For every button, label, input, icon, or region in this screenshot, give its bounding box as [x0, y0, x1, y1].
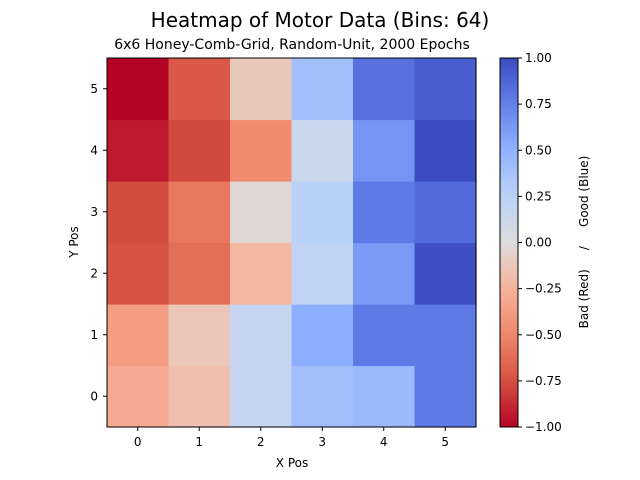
heatmap-cell-x4-y1	[353, 304, 416, 367]
heatmap-cell-x4-y3	[353, 181, 416, 244]
y-tick-label: 0	[90, 389, 98, 403]
heatmap-cell-x4-y4	[353, 119, 416, 182]
heatmap-cell-x0-y1	[107, 304, 170, 367]
heatmap-cell-x2-y4	[230, 119, 293, 182]
heatmap-cell-x0-y2	[107, 242, 170, 305]
heatmap-cell-x4-y0	[353, 365, 416, 428]
heatmap-cell-x5-y2	[414, 242, 477, 305]
heatmap-cell-x2-y0	[230, 365, 293, 428]
heatmap-cell-x4-y2	[353, 242, 416, 305]
heatmap-cells	[107, 58, 477, 428]
x-tick-label: 2	[257, 435, 265, 449]
y-axis-label: Y Pos	[67, 226, 81, 259]
heatmap-cell-x5-y4	[414, 119, 477, 182]
colorbar-tick-label: 0.00	[525, 236, 552, 250]
colorbar-tick-label: 0.50	[525, 143, 552, 157]
y-tick-label: 1	[90, 328, 98, 342]
x-axis-ticks: 0 1 2 3 4 5	[134, 427, 449, 449]
heatmap-cell-x3-y2	[291, 242, 354, 305]
heatmap-cell-x1-y5	[168, 58, 231, 121]
heatmap-cell-x0-y3	[107, 181, 170, 244]
heatmap-cell-x0-y5	[107, 58, 170, 121]
colorbar-tick-label: 1.00	[525, 51, 552, 65]
heatmap-cell-x2-y3	[230, 181, 293, 244]
colorbar-tick-label: −1.00	[525, 420, 562, 434]
colorbar-tick-label: −0.50	[525, 328, 562, 342]
x-tick-label: 1	[195, 435, 203, 449]
heatmap-cell-x3-y1	[291, 304, 354, 367]
colorbar-tick-label: −0.25	[525, 282, 562, 296]
heatmap-cell-x4-y5	[353, 58, 416, 121]
heatmap-cell-x2-y5	[230, 58, 293, 121]
colorbar-label: Bad (Red) / Good (Blue)	[577, 156, 591, 329]
heatmap-cell-x2-y2	[230, 242, 293, 305]
chart-subtitle: 6x6 Honey-Comb-Grid, Random-Unit, 2000 E…	[114, 37, 470, 53]
heatmap-cell-x3-y3	[291, 181, 354, 244]
heatmap-cell-x3-y4	[291, 119, 354, 182]
heatmap-cell-x0-y0	[107, 365, 170, 428]
y-tick-label: 3	[90, 205, 98, 219]
heatmap-cell-x5-y3	[414, 181, 477, 244]
colorbar-tick-label: 0.75	[525, 97, 552, 111]
x-tick-label: 3	[318, 435, 326, 449]
heatmap-cell-x2-y1	[230, 304, 293, 367]
y-tick-label: 2	[90, 266, 98, 280]
x-axis-label: X Pos	[276, 456, 308, 470]
heatmap-cell-x3-y5	[291, 58, 354, 121]
heatmap-cell-x5-y5	[414, 58, 477, 121]
heatmap-cell-x1-y2	[168, 242, 231, 305]
chart-title: Heatmap of Motor Data (Bins: 64)	[151, 8, 490, 32]
heatmap-cell-x5-y0	[414, 365, 477, 428]
heatmap-cell-x0-y4	[107, 119, 170, 182]
heatmap-cell-x1-y0	[168, 365, 231, 428]
x-tick-label: 5	[441, 435, 449, 449]
heatmap-cell-x5-y1	[414, 304, 477, 367]
y-axis-ticks: 0 1 2 3 4 5	[90, 82, 107, 403]
colorbar-ticks: −1.00 −0.75 −0.50 −0.25 0.00 0.25 0.50 0.75 1.00	[518, 51, 562, 434]
heatmap-cell-x1-y3	[168, 181, 231, 244]
y-tick-label: 5	[90, 82, 98, 96]
heatmap-cell-x3-y0	[291, 365, 354, 428]
x-tick-label: 4	[380, 435, 388, 449]
plot-frame	[106, 57, 477, 428]
colorbar	[499, 57, 519, 428]
colorbar-tick-label: −0.75	[525, 374, 562, 388]
x-tick-label: 0	[134, 435, 142, 449]
y-tick-label: 4	[90, 143, 98, 157]
colorbar-tick-label: 0.25	[525, 189, 552, 203]
heatmap-cell-x1-y4	[168, 119, 231, 182]
heatmap-cell-x1-y1	[168, 304, 231, 367]
